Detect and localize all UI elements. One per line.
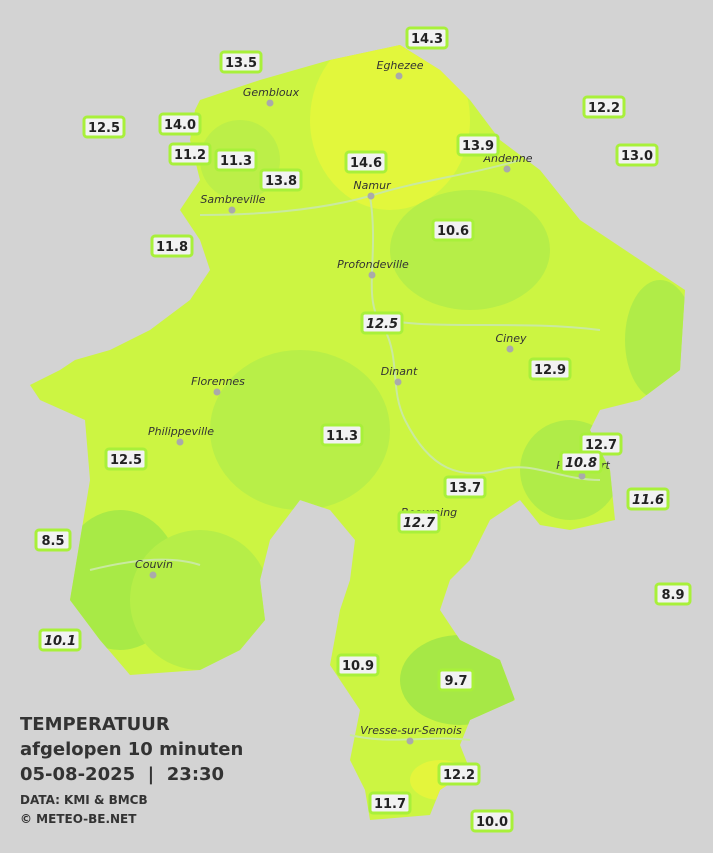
city-label: Gembloux <box>243 86 300 99</box>
station-value: 11.3 <box>326 429 358 444</box>
city-label: Philippeville <box>148 425 214 438</box>
city-label: Florennes <box>191 375 245 388</box>
station-value: 12.9 <box>534 363 566 378</box>
station-value: 10.0 <box>476 815 508 830</box>
station-box <box>437 668 475 692</box>
station-box <box>360 311 404 335</box>
city-label: Dinant <box>381 365 418 378</box>
city-dot <box>266 99 274 107</box>
city-dot <box>394 378 402 386</box>
station-box <box>443 475 487 499</box>
station-box <box>368 791 412 815</box>
city-dot <box>149 571 157 579</box>
station-box <box>259 168 303 192</box>
station-box <box>397 510 441 534</box>
city-label: Ciney <box>496 332 527 345</box>
station-value: 10.9 <box>342 659 374 674</box>
station-box <box>431 218 475 242</box>
station-box <box>559 450 603 474</box>
station-box <box>528 357 572 381</box>
city-label: Couvin <box>135 558 173 571</box>
city-dot <box>395 72 403 80</box>
city-label: Sambreville <box>200 193 265 206</box>
city-label: Eghezee <box>377 59 424 72</box>
station-value: 13.5 <box>225 56 257 71</box>
station-value: 11.2 <box>174 148 206 163</box>
station-value: 13.0 <box>621 149 653 164</box>
station-value: 11.8 <box>156 240 188 255</box>
station-box <box>344 150 388 174</box>
station-box <box>82 115 126 139</box>
station-box <box>34 528 72 552</box>
station-value: 8.5 <box>41 534 64 549</box>
city-dot <box>578 472 586 480</box>
station-value: 12.7 <box>403 516 436 531</box>
station-box <box>320 423 364 447</box>
city-dot <box>367 192 375 200</box>
legend-copyright: © METEO-BE.NET <box>20 812 137 826</box>
city-label: Profondeville <box>337 258 409 271</box>
legend-datetime: 05-08-2025 | 23:30 <box>20 764 224 785</box>
station-box <box>168 142 212 166</box>
legend-subtitle: afgelopen 10 minuten <box>20 739 243 760</box>
station-value: 13.9 <box>462 139 494 154</box>
station-value: 14.6 <box>350 156 382 171</box>
station-value: 10.6 <box>437 224 469 239</box>
station-box <box>654 582 692 606</box>
city-dot <box>176 438 184 446</box>
station-box <box>158 112 202 136</box>
station-value: 14.0 <box>164 118 196 133</box>
station-box <box>470 809 514 833</box>
station-value: 12.7 <box>585 438 617 453</box>
station-value: 13.7 <box>449 481 481 496</box>
station-box <box>214 148 258 172</box>
station-value: 10.8 <box>565 456 597 471</box>
station-value: 11.6 <box>632 493 664 508</box>
station-value: 14.3 <box>411 32 443 47</box>
station-value: 11.3 <box>220 154 252 169</box>
city-dot <box>228 206 236 214</box>
legend-source: DATA: KMI & BMCB <box>20 793 148 807</box>
legend-title: TEMPERATUUR <box>20 714 170 735</box>
city-dot <box>506 345 514 353</box>
station-value: 12.5 <box>366 317 398 332</box>
station-value: 12.2 <box>588 101 620 116</box>
city-dot <box>406 737 414 745</box>
station-value: 12.5 <box>88 121 120 136</box>
city-dot <box>503 165 511 173</box>
station-box <box>150 234 194 258</box>
station-box <box>219 50 263 74</box>
station-value: 12.5 <box>110 453 142 468</box>
station-value: 9.7 <box>444 674 467 689</box>
station-box <box>405 26 449 50</box>
city-label: Vresse-sur-Semois <box>360 724 462 737</box>
station-box <box>582 95 626 119</box>
station-box <box>437 762 481 786</box>
station-box <box>626 487 670 511</box>
city-dot <box>213 388 221 396</box>
station-value: 12.2 <box>443 768 475 783</box>
station-value: 11.7 <box>374 797 406 812</box>
city-dot <box>368 271 376 279</box>
station-box <box>104 447 148 471</box>
station-box <box>615 143 659 167</box>
station-value: 10.1 <box>44 634 76 649</box>
station-box <box>456 133 500 157</box>
city-label: Namur <box>353 179 392 192</box>
station-value: 13.8 <box>265 174 297 189</box>
station-box <box>38 628 82 652</box>
station-box <box>336 653 380 677</box>
station-value: 8.9 <box>661 588 684 603</box>
